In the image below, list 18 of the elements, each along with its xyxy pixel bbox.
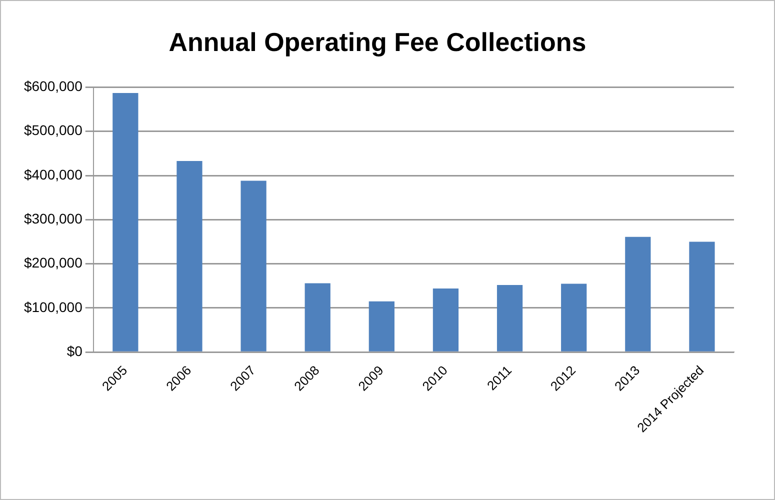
bar — [432, 288, 459, 352]
y-tick-label: $100,000 — [24, 298, 83, 315]
bar — [689, 242, 715, 352]
bar — [496, 285, 523, 352]
y-tick-label: $400,000 — [24, 166, 83, 182]
bar — [240, 180, 266, 352]
y-tick-label: $600,000 — [24, 78, 83, 94]
bar — [625, 236, 651, 352]
bar — [112, 92, 138, 352]
bar — [561, 284, 587, 352]
y-tick-label: $500,000 — [24, 122, 83, 138]
y-tick-label: $300,000 — [24, 210, 83, 227]
y-tick-label: $0 — [66, 342, 83, 359]
chart-title: Annual Operating Fee Collections — [168, 26, 586, 57]
bar — [304, 283, 330, 352]
bar — [176, 160, 202, 352]
y-tick-label: $200,000 — [24, 254, 83, 271]
bar — [368, 301, 394, 352]
